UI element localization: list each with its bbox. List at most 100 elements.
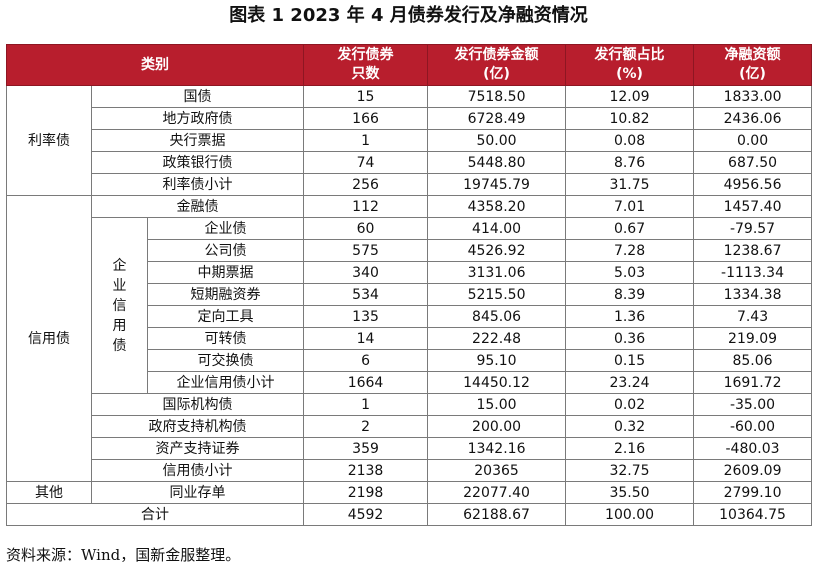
table-row: 定向工具 135 845.06 1.36 7.43 xyxy=(7,305,813,328)
cell-net: 0.00 xyxy=(693,129,813,152)
row-name: 资产支持证券 xyxy=(90,437,305,460)
cell-amount: 14450.12 xyxy=(427,371,567,394)
cell-share: 5.03 xyxy=(565,261,695,284)
cell-amount: 1342.16 xyxy=(427,437,567,460)
cell-count: 359 xyxy=(303,437,429,460)
cell-amount: 62188.67 xyxy=(427,503,567,526)
cell-net: 7.43 xyxy=(693,305,813,328)
cell-share: 23.24 xyxy=(565,371,695,394)
cell-count: 14 xyxy=(303,327,429,350)
cell-net: -79.57 xyxy=(693,217,813,240)
row-name: 国际机构债 xyxy=(90,393,305,416)
cell-share: 32.75 xyxy=(565,459,695,482)
row-name: 可交换债 xyxy=(146,349,305,372)
header-amount: 发行债券金额 (亿) xyxy=(427,44,567,86)
row-name: 政府支持机构债 xyxy=(90,415,305,438)
cell-net: 4956.56 xyxy=(693,173,813,196)
cell-net: 1457.40 xyxy=(693,195,813,218)
cell-net: -480.03 xyxy=(693,437,813,460)
cell-count: 340 xyxy=(303,261,429,284)
cell-count: 6 xyxy=(303,349,429,372)
table-row: 短期融资券 534 5215.50 8.39 1334.38 xyxy=(7,283,813,306)
row-name: 地方政府债 xyxy=(90,107,305,130)
cell-count: 1 xyxy=(303,393,429,416)
cell-count: 256 xyxy=(303,173,429,196)
table-row: 公司债 575 4526.92 7.28 1238.67 xyxy=(7,239,813,262)
cell-net: -35.00 xyxy=(693,393,813,416)
table-row: 可交换债 6 95.10 0.15 85.06 xyxy=(7,349,813,372)
cell-count: 1 xyxy=(303,129,429,152)
table-row: 政策银行债 74 5448.80 8.76 687.50 xyxy=(7,151,813,174)
cell-net: 219.09 xyxy=(693,327,813,350)
cell-share: 12.09 xyxy=(565,85,695,108)
cell-share: 0.36 xyxy=(565,327,695,350)
cell-amount: 200.00 xyxy=(427,415,567,438)
cell-share: 0.08 xyxy=(565,129,695,152)
cell-net: 1334.38 xyxy=(693,283,813,306)
row-name: 公司债 xyxy=(146,239,305,262)
cell-share: 7.28 xyxy=(565,239,695,262)
cell-amount: 15.00 xyxy=(427,393,567,416)
cell-share: 8.39 xyxy=(565,283,695,306)
cell-amount: 20365 xyxy=(427,459,567,482)
cell-net: 2609.09 xyxy=(693,459,813,482)
cell-amount: 4526.92 xyxy=(427,239,567,262)
cell-share: 2.16 xyxy=(565,437,695,460)
cell-amount: 5448.80 xyxy=(427,151,567,174)
cell-net: 2799.10 xyxy=(693,481,813,504)
table-row: 企业信用债小计 1664 14450.12 23.24 1691.72 xyxy=(7,371,813,394)
cell-net: 687.50 xyxy=(693,151,813,174)
cell-count: 4592 xyxy=(303,503,429,526)
row-name: 金融债 xyxy=(90,195,305,218)
cell-amount: 7518.50 xyxy=(427,85,567,108)
row-name: 合计 xyxy=(5,503,305,526)
cell-count: 15 xyxy=(303,85,429,108)
row-name: 同业存单 xyxy=(90,481,305,504)
cell-amount: 414.00 xyxy=(427,217,567,240)
row-name: 利率债小计 xyxy=(90,173,305,196)
cell-amount: 95.10 xyxy=(427,349,567,372)
table-row: 信用债 金融债 112 4358.20 7.01 1457.40 xyxy=(6,195,813,482)
bond-issuance-table: 类别 发行债券 只数 发行债券金额 (亿) 发行额占比 (%) 净融资额 (亿) 利率债… xyxy=(5,44,813,526)
cell-amount: 222.48 xyxy=(427,327,567,350)
table-row: 企业信用债 企业债 60 414.00 0.67 -79.57 xyxy=(7,217,813,394)
cell-amount: 22077.40 xyxy=(427,481,567,504)
cell-share: 1.36 xyxy=(565,305,695,328)
table-row: 其他 同业存单 2198 22077.40 35.50 2799.10 xyxy=(6,481,813,504)
cell-count: 2138 xyxy=(303,459,429,482)
cell-amount: 3131.06 xyxy=(427,261,567,284)
table-row: 地方政府债 166 6728.49 10.82 2436.06 xyxy=(7,107,813,130)
header-row: 类别 发行债券 只数 发行债券金额 (亿) 发行额占比 (%) 净融资额 (亿) xyxy=(5,44,813,86)
group-corporate-credit-bonds: 企业信用债 xyxy=(91,217,148,394)
cell-count: 60 xyxy=(303,217,429,240)
row-name: 企业信用债小计 xyxy=(146,371,305,394)
cell-amount: 845.06 xyxy=(427,305,567,328)
row-name: 可转债 xyxy=(146,327,305,350)
cell-count: 2 xyxy=(303,415,429,438)
row-name: 定向工具 xyxy=(146,305,305,328)
cell-share: 0.02 xyxy=(565,393,695,416)
cell-count: 534 xyxy=(303,283,429,306)
header-net: 净融资额 (亿) xyxy=(693,44,813,86)
table-row: 利率债小计 256 19745.79 31.75 4956.56 xyxy=(7,173,813,196)
cell-share: 8.76 xyxy=(565,151,695,174)
cell-share: 100.00 xyxy=(565,503,695,526)
table-row: 利率债 国债 15 7518.50 12.09 1833.00 xyxy=(6,85,813,196)
group-credit-bonds: 信用债 xyxy=(6,195,92,482)
cell-amount: 50.00 xyxy=(427,129,567,152)
row-name: 国债 xyxy=(90,85,305,108)
cell-count: 166 xyxy=(303,107,429,130)
cell-amount: 4358.20 xyxy=(427,195,567,218)
table-row: 国际机构债 1 15.00 0.02 -35.00 xyxy=(7,393,813,416)
cell-share: 0.15 xyxy=(565,349,695,372)
cell-net: 85.06 xyxy=(693,349,813,372)
group-rate-bonds: 利率债 xyxy=(6,85,92,196)
table-title: 图表 1 2023 年 4 月债券发行及净融资情况 xyxy=(229,5,588,26)
cell-count: 112 xyxy=(303,195,429,218)
cell-amount: 19745.79 xyxy=(427,173,567,196)
cell-count: 2198 xyxy=(303,481,429,504)
cell-share: 31.75 xyxy=(565,173,695,196)
group-other: 其他 xyxy=(6,481,92,504)
cell-share: 0.67 xyxy=(565,217,695,240)
table-row: 政府支持机构债 2 200.00 0.32 -60.00 xyxy=(7,415,813,438)
